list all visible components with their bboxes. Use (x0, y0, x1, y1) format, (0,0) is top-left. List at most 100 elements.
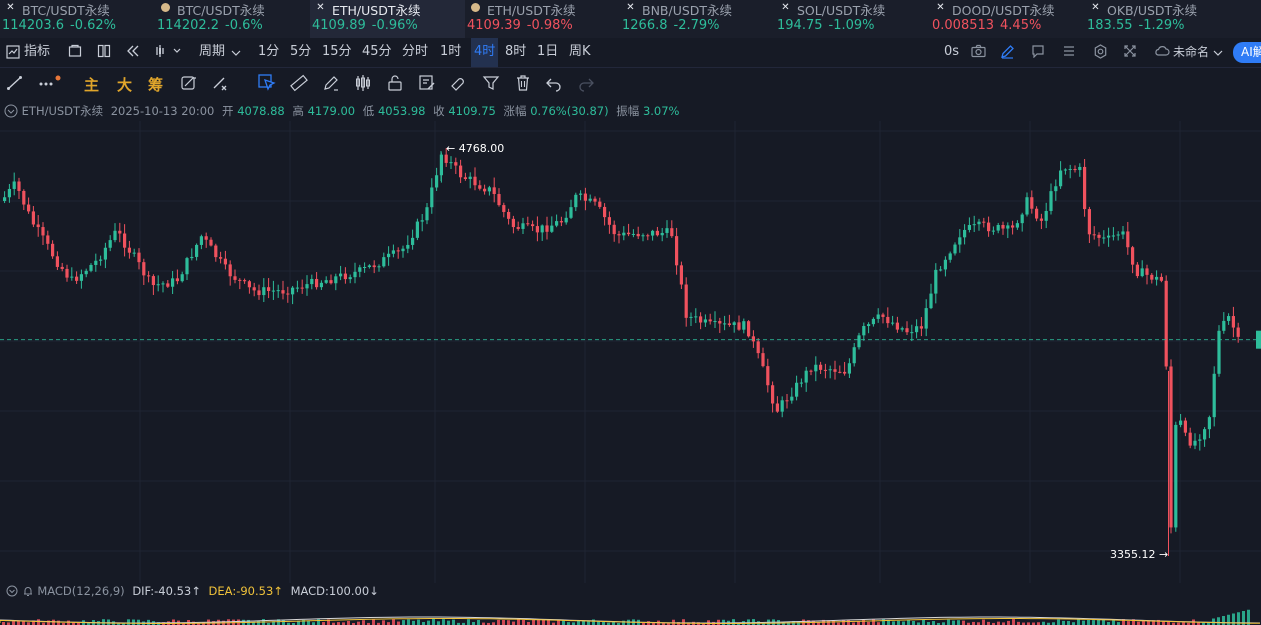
candle-body (631, 233, 635, 235)
select-cursor-icon[interactable] (258, 74, 278, 94)
candle-body (622, 232, 626, 236)
candle-body (1111, 235, 1115, 237)
candle-body (12, 181, 16, 189)
candle-body (204, 236, 208, 240)
candle-body (483, 188, 487, 192)
macd-histogram-bar (402, 620, 405, 625)
candle-pattern-icon[interactable] (354, 74, 374, 94)
list-icon[interactable] (1062, 44, 1078, 60)
collapse-icon[interactable] (6, 585, 18, 597)
candle-body (1107, 235, 1111, 238)
chart-type-icon[interactable] (155, 44, 181, 60)
timeframe-9[interactable]: 周K (569, 44, 591, 59)
seconds-label[interactable]: 0s (944, 44, 960, 59)
macd-value: MACD:100.00↓ (290, 584, 379, 598)
cloud-icon[interactable] (1154, 44, 1170, 60)
comment-icon[interactable] (1031, 44, 1047, 60)
magnet-icon[interactable] (450, 74, 470, 94)
candle-body (367, 265, 371, 268)
macd-histogram-bar (102, 619, 105, 625)
ticker-price: 114202.2 (157, 18, 220, 33)
template-icon[interactable] (68, 44, 84, 60)
clear-drawing-icon[interactable] (211, 74, 231, 94)
ticker-item[interactable]: ✕ ETH/USDT永续 4109.89 -0.96% (310, 0, 465, 38)
undo-icon[interactable] (545, 74, 565, 94)
bell-icon[interactable] (22, 585, 34, 597)
ticker-item[interactable]: ✕ BNB/USDT永续 1266.8 -2.79% (620, 0, 775, 38)
macd-histogram-bar (327, 619, 330, 625)
macd-histogram-bar (937, 622, 940, 625)
macd-histogram-bar (1107, 622, 1110, 625)
collapse-icon[interactable] (4, 104, 18, 118)
macd-histogram-bar (447, 620, 450, 625)
auto-draw-icon[interactable] (180, 74, 200, 94)
ruler-icon[interactable] (290, 74, 310, 94)
main-indicator-button[interactable]: 主 (84, 76, 100, 94)
trash-icon[interactable] (514, 74, 534, 94)
candle-body (46, 235, 50, 244)
timeframe-1[interactable]: 5分 (290, 44, 312, 59)
candle-body (257, 290, 261, 296)
candle-body (1092, 234, 1096, 236)
brush-icon[interactable] (322, 74, 342, 94)
indicators-button[interactable]: 指标 (24, 44, 51, 59)
candle-body (967, 225, 971, 230)
ticker-item[interactable]: ✕ OKB/USDT永续 183.55 -1.29% (1085, 0, 1240, 38)
ticker-item[interactable]: ✕ BTC/USDT永续 114203.6 -0.62% (0, 0, 155, 38)
ticker-item[interactable]: ✕ SOL/USDT永续 194.75 -1.09% (775, 0, 930, 38)
candle-body (27, 204, 31, 212)
big-order-button[interactable]: 大 (117, 76, 133, 94)
macd-histogram-bar (62, 622, 65, 625)
info-high-label: 高 (292, 104, 304, 118)
lock-icon[interactable] (386, 74, 406, 94)
timeframe-0[interactable]: 1分 (258, 44, 280, 59)
draw-pen-icon[interactable] (1000, 44, 1016, 60)
timeframe-8[interactable]: 1日 (537, 44, 559, 59)
candle-body (564, 217, 568, 223)
redo-icon[interactable] (577, 74, 597, 94)
timeframe-4[interactable]: 分时 (402, 44, 429, 59)
candlestick-chart[interactable]: ← 4768.00 3355.12 → (0, 121, 1261, 583)
high-price-marker: ← 4768.00 (446, 142, 504, 155)
timeframe-6[interactable]: 4时 (471, 38, 499, 67)
macd-histogram-bar (922, 619, 925, 625)
candle-body (795, 382, 799, 397)
ticker-item[interactable]: ETH/USDT永续 4109.39 -0.98% (465, 0, 620, 38)
ticker-item[interactable]: BTC/USDT永续 114202.2 -0.6% (155, 0, 310, 38)
timeframe-2[interactable]: 15分 (322, 44, 352, 59)
candle-body (1150, 274, 1154, 280)
fullscreen-icon[interactable] (1123, 44, 1139, 60)
layout-name-label[interactable]: 未命名 (1173, 45, 1210, 59)
filter-icon[interactable] (482, 74, 502, 94)
candle-body (886, 316, 890, 324)
timeframe-7[interactable]: 8时 (505, 44, 527, 59)
timeframe-3[interactable]: 45分 (362, 44, 392, 59)
layout-icon[interactable] (97, 44, 113, 60)
candle-body (684, 284, 688, 318)
candle-body (463, 177, 467, 180)
candle-body (948, 253, 952, 260)
settings-icon[interactable] (1093, 44, 1109, 60)
trend-line-icon[interactable] (6, 74, 26, 94)
camera-icon[interactable] (971, 44, 987, 60)
ticker-change: -0.98% (526, 18, 573, 33)
ai-button[interactable]: AI解 (1233, 42, 1261, 63)
timeframe-5[interactable]: 1时 (440, 44, 462, 59)
chip-distribution-button[interactable]: 筹 (148, 76, 164, 94)
edit-note-icon[interactable] (418, 74, 438, 94)
info-amplitude-label: 振幅 (616, 104, 640, 118)
more-icon[interactable] (38, 74, 61, 94)
macd-histogram-bar (902, 621, 905, 625)
rewind-icon[interactable] (126, 44, 142, 60)
info-low-label: 低 (362, 104, 375, 118)
period-button[interactable]: 周期 (199, 44, 226, 59)
ticker-item[interactable]: ✕ DOOD/USDT永续 0.008513 4.45% (930, 0, 1085, 38)
macd-histogram-bar (722, 619, 725, 625)
indicators-icon[interactable] (6, 45, 22, 61)
candle-body (1126, 231, 1130, 248)
macd-histogram-bar (542, 619, 545, 625)
macd-dif: DIF:-40.53↑ (132, 584, 201, 598)
chevron-down-icon[interactable] (231, 47, 247, 63)
chevron-down-icon[interactable] (1213, 47, 1229, 63)
candle-body (598, 201, 602, 207)
